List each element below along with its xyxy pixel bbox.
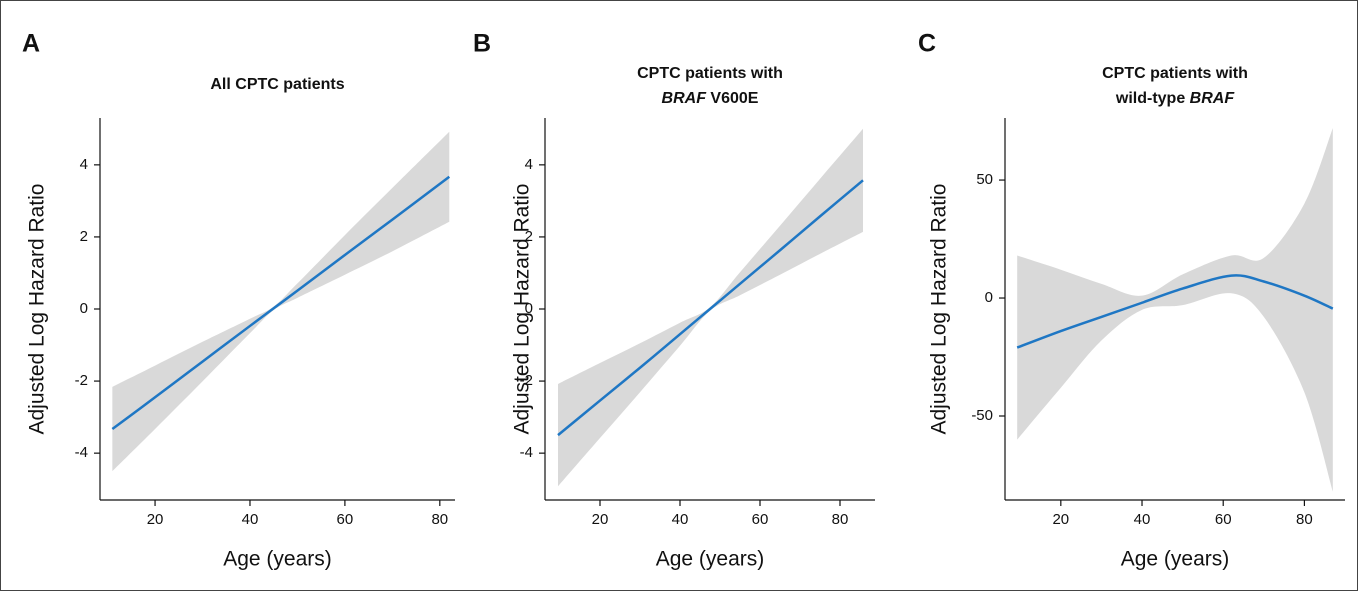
fit-line [111, 175, 451, 431]
y-tick-label: 2 [525, 228, 533, 245]
x-tick-label: 40 [242, 511, 259, 528]
x-tick-label: 80 [1296, 511, 1313, 528]
y-tick-label: 2 [80, 228, 88, 245]
y-tick-label: -4 [75, 444, 88, 461]
x-tick-label: 80 [832, 511, 849, 528]
panel-label: B [473, 30, 491, 58]
x-tick-label: 40 [1134, 511, 1151, 528]
fit-line [1016, 274, 1334, 349]
y-axis-label: Adjusted Log Hazard Ratio [511, 184, 534, 435]
y-tick-label: 0 [80, 300, 88, 317]
y-tick-label: -50 [971, 407, 993, 424]
chart-title: BRAF V600E [662, 90, 759, 107]
x-tick-label: 20 [592, 511, 609, 528]
title-part: All CPTC patients [210, 76, 344, 93]
title-part: V600E [706, 90, 759, 107]
x-tick-label: 60 [752, 511, 769, 528]
y-tick-label: 0 [985, 289, 993, 306]
y-tick-label: -2 [75, 372, 88, 389]
fit-line [557, 179, 864, 437]
title-part: wild-type [1115, 90, 1190, 107]
y-tick-label: 4 [80, 156, 88, 173]
x-axis-label: Age (years) [656, 548, 765, 571]
chart-title: CPTC patients with [637, 65, 783, 82]
x-tick-label: 60 [337, 511, 354, 528]
y-tick-label: -2 [520, 372, 533, 389]
chart-title: wild-type BRAF [1115, 90, 1235, 107]
panel-label: C [918, 30, 936, 58]
title-part: CPTC patients with [637, 65, 783, 82]
confidence-band [1017, 128, 1333, 492]
title-part: BRAF [662, 90, 708, 107]
y-tick-label: 4 [525, 156, 533, 173]
title-part: CPTC patients with [1102, 65, 1248, 82]
y-axis-label: Adjusted Log Hazard Ratio [928, 184, 951, 435]
confidence-band [112, 131, 450, 472]
y-tick-label: 50 [976, 171, 993, 188]
title-part: BRAF [1190, 90, 1236, 107]
x-tick-label: 20 [147, 511, 164, 528]
x-tick-label: 40 [672, 511, 689, 528]
x-tick-label: 20 [1052, 511, 1069, 528]
x-axis-label: Age (years) [223, 548, 332, 571]
chart-title: CPTC patients with [1102, 65, 1248, 82]
y-tick-label: -4 [520, 444, 533, 461]
panel-label: A [22, 30, 40, 58]
chart-title: All CPTC patients [210, 76, 344, 93]
x-tick-label: 80 [431, 511, 448, 528]
x-axis-label: Age (years) [1121, 548, 1230, 571]
y-axis-label: Adjusted Log Hazard Ratio [26, 184, 49, 435]
y-tick-label: 0 [525, 300, 533, 317]
x-tick-label: 60 [1215, 511, 1232, 528]
